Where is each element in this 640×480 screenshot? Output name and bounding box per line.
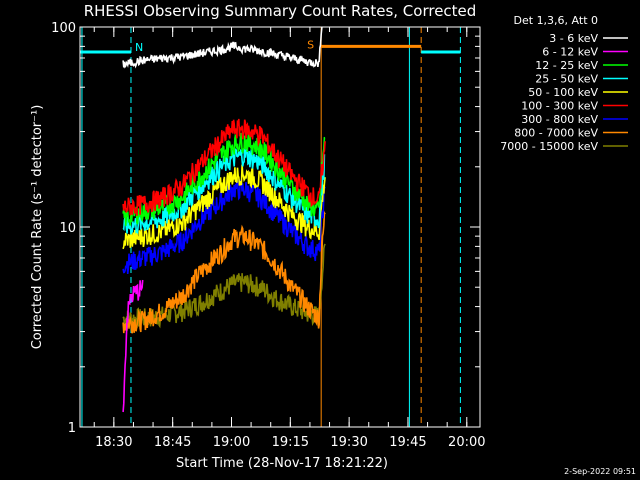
series-line-6 xyxy=(122,178,326,275)
series-line-5 xyxy=(122,118,326,216)
x-tick-label-2: 19:00 xyxy=(213,435,250,450)
legend-header: Det 1,3,6, Att 0 xyxy=(514,14,598,27)
legend-label-4: 50 - 100 keV xyxy=(528,86,598,99)
x-tick-label-6: 20:00 xyxy=(448,435,485,450)
chart-title: RHESSI Observing Summary Count Rates, Co… xyxy=(84,2,477,20)
legend-label-5: 100 - 300 keV xyxy=(521,100,598,113)
axis-ticks: 1 10 100 18:30 18:45 19:00 19:15 19:30 19:45 20:0… xyxy=(51,21,485,450)
x-tick-label-4: 19:30 xyxy=(330,435,367,450)
legend-label-1: 6 - 12 keV xyxy=(542,46,598,59)
y-tick-label-2: 100 xyxy=(51,21,76,36)
series-line-1 xyxy=(122,279,144,413)
x-tick-label-5: 19:45 xyxy=(389,435,426,450)
legend-label-6: 300 - 800 keV xyxy=(521,113,598,126)
x-tick-label-3: 19:15 xyxy=(272,435,309,450)
legend-label-7: 800 - 7000 keV xyxy=(514,127,598,140)
x-tick-label-0: 18:30 xyxy=(95,435,132,450)
y-tick-label-0: 1 xyxy=(68,421,76,436)
y-axis-label: Corrected Count Rate (s⁻¹ detector⁻¹) xyxy=(30,105,45,350)
x-tick-label-1: 18:45 xyxy=(154,435,191,450)
flag-label-0: N xyxy=(135,41,143,54)
legend-label-8: 7000 - 15000 keV xyxy=(500,140,598,153)
x-axis-label: Start Time (28-Nov-17 18:21:22) xyxy=(176,456,388,471)
series-line-0 xyxy=(122,27,323,69)
timestamp: 2-Sep-2022 09:51 xyxy=(564,467,636,476)
series-line-4 xyxy=(122,164,326,250)
legend-label-3: 25 - 50 keV xyxy=(535,73,598,86)
saa-flag-label: S xyxy=(307,38,314,51)
legend-label-2: 12 - 25 keV xyxy=(535,59,598,72)
legend-label-0: 3 - 6 keV xyxy=(549,32,598,45)
series-line-7 xyxy=(122,210,326,334)
y-tick-label-1: 10 xyxy=(59,221,76,236)
